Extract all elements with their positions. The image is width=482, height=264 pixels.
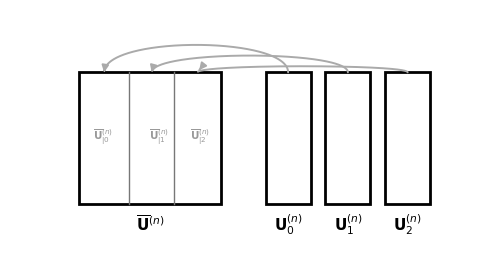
Text: $\mathbf{U}_1^{(n)}$: $\mathbf{U}_1^{(n)}$ [334, 213, 362, 237]
Text: $\overline{\mathbf{U}}^{(n)}$: $\overline{\mathbf{U}}^{(n)}$ [135, 215, 164, 235]
Text: $\mathbf{U}_0^{(n)}$: $\mathbf{U}_0^{(n)}$ [274, 213, 303, 237]
Text: $\mathbf{U}_2^{(n)}$: $\mathbf{U}_2^{(n)}$ [393, 213, 422, 237]
Bar [325, 72, 370, 204]
Bar [266, 72, 310, 204]
Bar [79, 72, 221, 204]
Text: $\overline{\mathbf{U}}^{(n)}_{|0}$: $\overline{\mathbf{U}}^{(n)}_{|0}$ [93, 128, 113, 147]
Text: $\overline{\mathbf{U}}^{(n)}_{|1}$: $\overline{\mathbf{U}}^{(n)}_{|1}$ [149, 128, 169, 147]
Text: $\overline{\mathbf{U}}^{(n)}_{|2}$: $\overline{\mathbf{U}}^{(n)}_{|2}$ [190, 128, 211, 147]
Bar [385, 72, 430, 204]
